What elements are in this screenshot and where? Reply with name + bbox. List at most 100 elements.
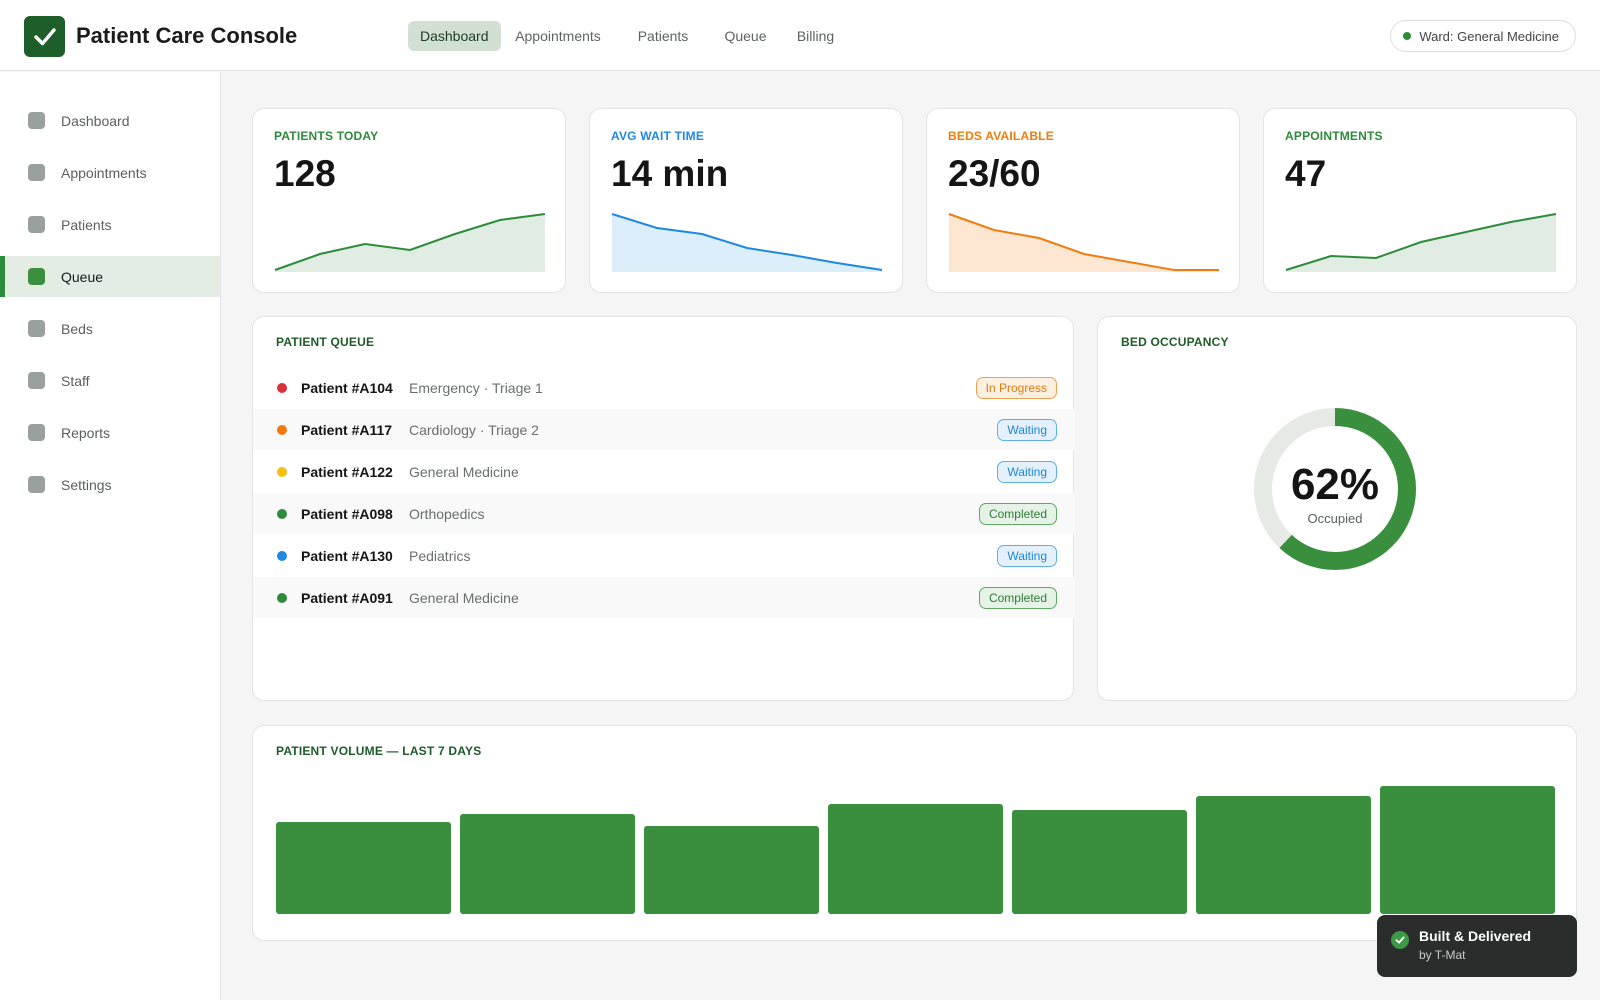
priority-dot bbox=[277, 508, 287, 519]
volume-bar-6[interactable] bbox=[1196, 796, 1371, 914]
bed-occupancy-card: BED OCCUPANCY 62% Occupied bbox=[1097, 316, 1577, 701]
kpi-card-beds-available: BEDS AVAILABLE 23/60 bbox=[926, 108, 1240, 293]
sidebar-item-queue[interactable]: Queue bbox=[0, 256, 220, 297]
sidebar-item-reports[interactable]: Reports bbox=[0, 412, 220, 453]
ward-label: Ward: General Medicine bbox=[1419, 28, 1559, 44]
status-badge: Completed bbox=[978, 502, 1057, 525]
sidebar-item-staff[interactable]: Staff bbox=[0, 360, 220, 401]
sidebar-item-dashboard[interactable]: Dashboard bbox=[0, 100, 220, 141]
sidebar-item-patients[interactable]: Patients bbox=[0, 204, 220, 245]
sparkline-area bbox=[949, 214, 1219, 272]
queue-row[interactable]: Patient #A104 Emergency · Triage 1 In Prog… bbox=[253, 367, 1075, 408]
priority-dot bbox=[277, 382, 287, 393]
priority-dot bbox=[277, 424, 287, 435]
kpi-value: 23/60 bbox=[948, 153, 1041, 194]
patient-id: Patient #A098 bbox=[301, 505, 393, 522]
sidebar-item-settings[interactable]: Settings bbox=[0, 464, 220, 505]
top-navigation: Dashboard Appointments Patients Queue Billin… bbox=[408, 21, 851, 51]
patient-department: Cardiology · Triage 2 bbox=[409, 421, 539, 438]
queue-row[interactable]: Patient #A130 Pediatrics Waiting bbox=[253, 535, 1075, 576]
toast-title: Built & Delivered bbox=[1419, 928, 1532, 944]
check-icon bbox=[33, 27, 56, 45]
sidebar-item-label: Reports bbox=[61, 424, 111, 441]
status-badge: In Progress bbox=[975, 376, 1057, 399]
priority-dot bbox=[277, 550, 287, 561]
patient-department: Orthopedics bbox=[409, 505, 485, 522]
sparkline-line bbox=[274, 213, 546, 271]
patient-volume-card: PATIENT VOLUME — LAST 7 DAYS bbox=[252, 725, 1577, 941]
dashboard-icon bbox=[28, 112, 45, 129]
kpi-value: 14 min bbox=[611, 153, 729, 194]
kpi-value: 128 bbox=[274, 153, 336, 194]
app-logo[interactable] bbox=[24, 16, 65, 57]
nav-tab-billing[interactable]: Billing bbox=[796, 28, 835, 44]
nav-tab-appointments[interactable]: Appointments bbox=[515, 28, 601, 44]
queue-row[interactable]: Patient #A122 General Medicine Waiting bbox=[253, 451, 1075, 492]
kpi-sparkline bbox=[1285, 213, 1557, 272]
priority-dot bbox=[277, 592, 287, 603]
status-badge: Waiting bbox=[997, 418, 1057, 441]
sidebar: Dashboard Appointments Patients Queue Beds St… bbox=[0, 72, 221, 1000]
patient-id: Patient #A091 bbox=[301, 589, 393, 606]
nav-tab-dashboard[interactable]: Dashboard bbox=[408, 21, 501, 51]
sidebar-item-label: Dashboard bbox=[61, 112, 130, 129]
occupancy-percent: 62% bbox=[1290, 460, 1380, 509]
bed-occupancy-title: BED OCCUPANCY bbox=[1121, 335, 1229, 349]
build-toast[interactable]: Built & Delivered by T-Mat bbox=[1377, 915, 1577, 977]
status-badge: Waiting bbox=[997, 460, 1057, 483]
sparkline-area bbox=[612, 214, 882, 272]
reports-icon bbox=[28, 424, 45, 441]
kpi-label: APPOINTMENTS bbox=[1285, 129, 1383, 143]
app-title: Patient Care Console bbox=[76, 23, 298, 48]
patient-queue-card: PATIENT QUEUE Patient #A104 Emergency · T… bbox=[252, 316, 1075, 701]
patient-department: General Medicine bbox=[409, 463, 519, 480]
appointments-icon bbox=[28, 164, 45, 181]
kpi-sparkline bbox=[274, 213, 546, 272]
patient-id: Patient #A117 bbox=[301, 421, 393, 438]
sidebar-item-appointments[interactable]: Appointments bbox=[0, 152, 220, 193]
beds-icon bbox=[28, 320, 45, 337]
kpi-card-avg-wait-time: AVG WAIT TIME 14 min bbox=[589, 108, 903, 293]
queue-row[interactable]: Patient #A098 Orthopedics Completed bbox=[253, 493, 1075, 534]
sidebar-item-label: Appointments bbox=[61, 164, 147, 181]
patient-department: Pediatrics bbox=[409, 547, 471, 564]
status-badge: Completed bbox=[978, 586, 1057, 609]
occupancy-label: Occupied bbox=[1307, 511, 1363, 526]
kpi-card-patients-today: PATIENTS TODAY 128 bbox=[252, 108, 566, 293]
sparkline-line bbox=[948, 213, 1219, 271]
queue-icon bbox=[28, 268, 45, 285]
patients-icon bbox=[28, 216, 45, 233]
sparkline-line bbox=[1285, 213, 1557, 271]
kpi-label: AVG WAIT TIME bbox=[611, 129, 705, 143]
occupancy-donut: 62% Occupied bbox=[1252, 406, 1418, 572]
ward-status-dot bbox=[1403, 32, 1412, 40]
volume-bar-7[interactable] bbox=[1380, 786, 1555, 914]
priority-dot bbox=[277, 466, 287, 477]
sidebar-item-label: Staff bbox=[61, 372, 90, 389]
queue-row[interactable]: Patient #A091 General Medicine Completed bbox=[253, 577, 1075, 618]
patient-id: Patient #A104 bbox=[301, 379, 393, 396]
settings-icon bbox=[28, 476, 45, 493]
patient-volume-chart bbox=[276, 786, 1555, 914]
sidebar-item-label: Patients bbox=[61, 216, 112, 233]
staff-icon bbox=[28, 372, 45, 389]
top-header: Patient Care Console Dashboard Appointmen… bbox=[0, 0, 1600, 71]
sparkline-line bbox=[611, 213, 883, 271]
volume-bar-1[interactable] bbox=[276, 822, 451, 914]
nav-tab-queue[interactable]: Queue bbox=[724, 28, 767, 44]
ward-selector[interactable]: Ward: General Medicine bbox=[1390, 20, 1576, 52]
volume-bar-2[interactable] bbox=[460, 814, 635, 914]
kpi-sparkline bbox=[611, 213, 883, 272]
donut-occupied-arc bbox=[1254, 408, 1416, 570]
nav-tab-patients[interactable]: Patients bbox=[637, 28, 689, 44]
kpi-card-appointments: APPOINTMENTS 47 bbox=[1263, 108, 1577, 293]
sidebar-item-beds[interactable]: Beds bbox=[0, 308, 220, 349]
sidebar-item-label: Queue bbox=[61, 268, 104, 285]
queue-row[interactable]: Patient #A117 Cardiology · Triage 2 Waitin… bbox=[253, 409, 1075, 450]
volume-bar-3[interactable] bbox=[644, 826, 819, 914]
sparkline-area bbox=[275, 214, 545, 272]
sidebar-item-label: Beds bbox=[61, 320, 93, 337]
patient-volume-title: PATIENT VOLUME — LAST 7 DAYS bbox=[276, 744, 482, 758]
volume-bar-4[interactable] bbox=[828, 804, 1003, 914]
volume-bar-5[interactable] bbox=[1012, 810, 1187, 914]
